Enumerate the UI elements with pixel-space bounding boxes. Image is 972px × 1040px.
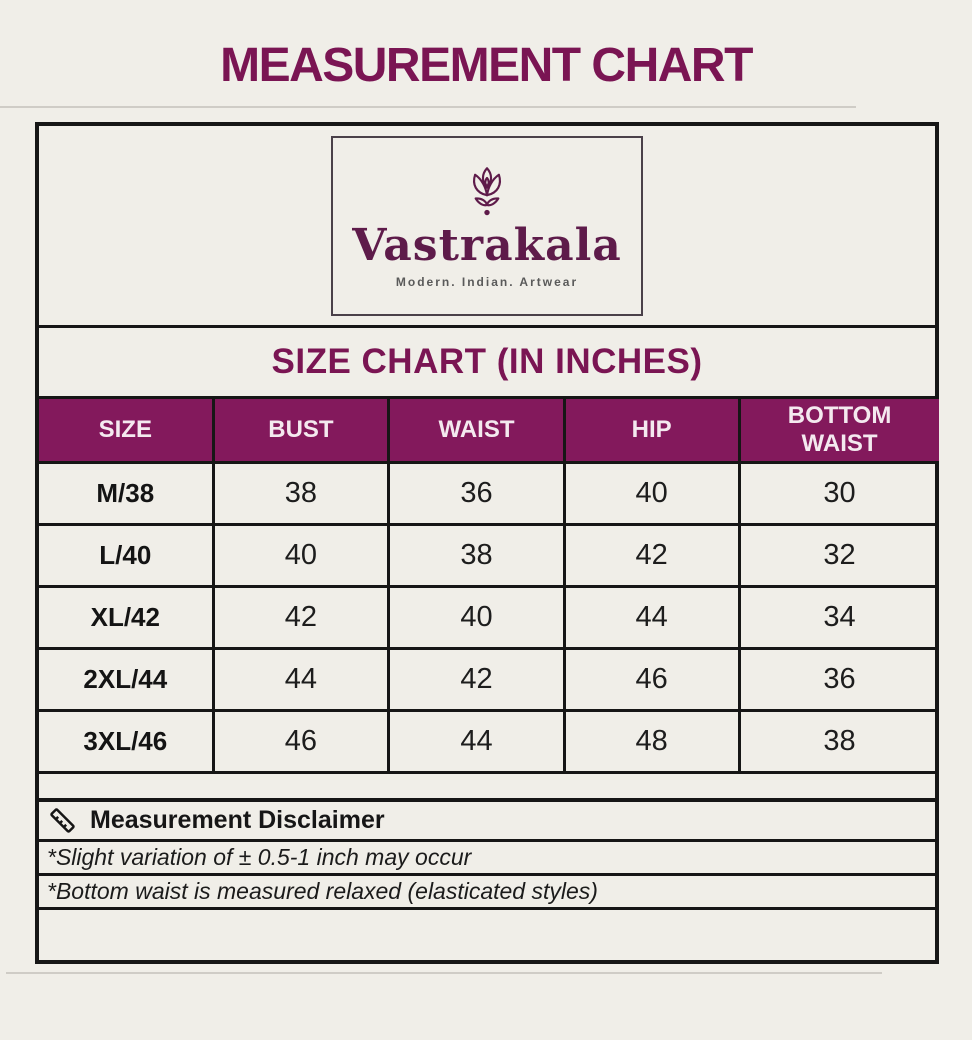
measurement-value-cell: 38 (740, 712, 939, 774)
disclaimer-header: Measurement Disclaimer (39, 802, 935, 842)
table-row: M/38 38 36 40 30 (39, 464, 939, 526)
measurement-value-cell: 42 (214, 588, 391, 650)
disclaimer-title: Measurement Disclaimer (90, 806, 385, 834)
size-label-cell: 2XL/44 (39, 650, 215, 712)
brand-tagline: Modern. Indian. Artwear (395, 275, 579, 290)
disclaimer-note-variation: *Slight variation of ± 0.5-1 inch may oc… (39, 842, 935, 876)
brand-name: Vastrakala (352, 219, 622, 271)
column-header-waist: WAIST (390, 399, 566, 464)
page-title: MEASUREMENT CHART (220, 39, 753, 92)
table-row: 2XL/44 44 42 46 36 (39, 650, 939, 712)
disclaimer-note-bottom-waist: *Bottom waist is measured relaxed (elast… (39, 876, 935, 910)
measurement-value-cell: 32 (740, 526, 939, 588)
brand-logo-section: Vastrakala Modern. Indian. Artwear (39, 126, 935, 328)
measurement-value-cell: 48 (565, 712, 741, 774)
column-header-bottom-waist: BOTTOM WAIST (740, 399, 939, 464)
lotus-icon (460, 166, 514, 223)
measurement-value-cell: 34 (740, 588, 939, 650)
size-label-cell: L/40 (39, 526, 215, 588)
measurement-value-cell: 42 (565, 526, 741, 588)
size-label-cell: 3XL/46 (39, 712, 215, 774)
bottom-divider-line (6, 972, 882, 974)
measurement-value-cell: 36 (740, 650, 939, 712)
measurement-value-cell: 40 (214, 526, 391, 588)
measurement-value-cell: 44 (565, 588, 741, 650)
measurement-value-cell: 40 (390, 588, 566, 650)
column-header-bust: BUST (214, 399, 391, 464)
empty-row (39, 910, 935, 960)
spacer-row (39, 774, 935, 802)
measurement-value-cell: 30 (740, 464, 939, 526)
ruler-icon (49, 807, 76, 834)
table-row: XL/42 42 40 44 34 (39, 588, 939, 650)
measurement-chart-box: Vastrakala Modern. Indian. Artwear SIZE … (35, 122, 939, 964)
size-chart-title: SIZE CHART (IN INCHES) (39, 328, 935, 399)
measurement-value-cell: 40 (565, 464, 741, 526)
size-chart-table: SIZE BUST WAIST HIP BOTTOM WAIST M/38 38… (39, 399, 939, 774)
measurement-value-cell: 46 (565, 650, 741, 712)
table-header-row: SIZE BUST WAIST HIP BOTTOM WAIST (39, 399, 939, 464)
size-label-cell: XL/42 (39, 588, 215, 650)
measurement-value-cell: 36 (390, 464, 566, 526)
measurement-value-cell: 44 (390, 712, 566, 774)
measurement-value-cell: 44 (214, 650, 391, 712)
table-row: L/40 40 38 42 32 (39, 526, 939, 588)
brand-logo-box: Vastrakala Modern. Indian. Artwear (331, 135, 643, 316)
title-divider-line (0, 106, 856, 108)
column-header-hip: HIP (565, 399, 741, 464)
size-label-cell: M/38 (39, 464, 215, 526)
measurement-value-cell: 38 (214, 464, 391, 526)
measurement-value-cell: 38 (390, 526, 566, 588)
column-header-size: SIZE (39, 399, 215, 464)
table-row: 3XL/46 46 44 48 38 (39, 712, 939, 774)
measurement-value-cell: 42 (390, 650, 566, 712)
measurement-value-cell: 46 (214, 712, 391, 774)
